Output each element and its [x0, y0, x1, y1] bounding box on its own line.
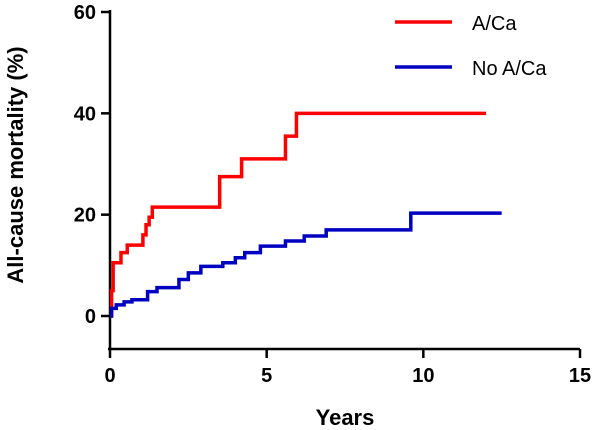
- legend-label-no-a-ca: No A/Ca: [472, 58, 547, 80]
- series-line-no-a-ca: [109, 211, 502, 318]
- legend-label-a-ca: A/Ca: [472, 13, 517, 35]
- x-axis-title: Years: [316, 405, 375, 430]
- x-tick-label: 15: [569, 365, 591, 387]
- axis-ticks: 0 20 40 60 0 5 10 15: [74, 2, 591, 387]
- y-tick-label: 20: [74, 205, 96, 227]
- y-tick-label: 60: [74, 2, 96, 24]
- x-tick-label: 10: [412, 365, 434, 387]
- y-tick-label: 40: [74, 103, 96, 125]
- x-tick-label: 5: [261, 365, 272, 387]
- y-axis-title: All-cause mortality (%): [3, 46, 28, 283]
- legend: A/Ca No A/Ca: [395, 13, 547, 80]
- x-tick-label: 0: [104, 365, 115, 387]
- series-line-a-ca: [109, 111, 486, 318]
- series-layer: [109, 111, 502, 318]
- y-tick-label: 0: [85, 306, 96, 328]
